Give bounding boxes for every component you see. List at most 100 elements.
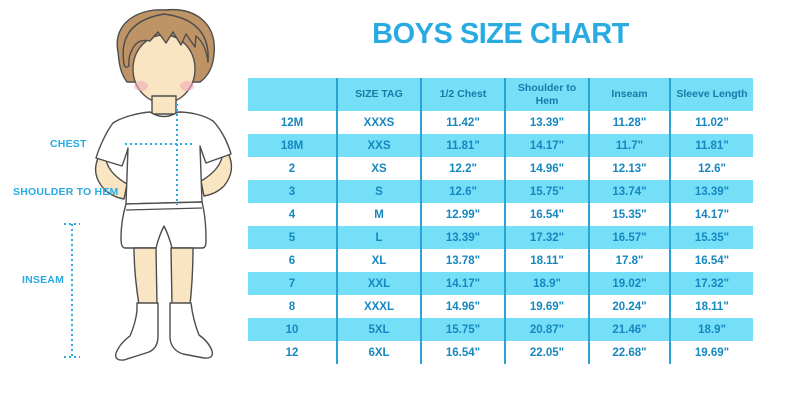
table-cell: 11.28" xyxy=(588,111,670,134)
header-cell-sleeve-length: Sleeve Length xyxy=(669,78,753,111)
hair-fringe xyxy=(122,13,209,68)
table-cell: 17.32" xyxy=(504,226,589,249)
table-cell: 17.8" xyxy=(588,249,670,272)
row-size-cell: 7 xyxy=(248,272,337,295)
table-row: 12 6XL 16.54" 22.05" 22.68" 19.69" xyxy=(248,341,753,364)
table-cell: 15.35" xyxy=(669,226,753,249)
header-cell-blank xyxy=(248,78,337,111)
table-cell: 15.35" xyxy=(588,203,670,226)
table-cell: 22.05" xyxy=(504,341,589,364)
row-size-cell: 8 xyxy=(288,300,296,313)
right-cheek xyxy=(180,81,194,91)
table-cell: 11.81" xyxy=(420,134,505,157)
table-row: 18M XXS 11.81" 14.17" 11.7" 11.81" xyxy=(248,134,753,157)
table-row: 6 XL 13.78" 18.11" 17.8" 16.54" xyxy=(248,249,753,272)
shorts-waist-seam xyxy=(125,207,203,211)
table-cell: 19.69" xyxy=(669,341,753,364)
table-cell: XXL xyxy=(336,272,421,295)
table-cell: 16.54" xyxy=(669,249,753,272)
row-size-cell: 4 xyxy=(288,208,296,221)
neck xyxy=(151,95,177,115)
header-cell-shoulder-to-hem: Shoulder to Hem xyxy=(504,78,589,111)
table-cell: 13.78" xyxy=(420,249,505,272)
table-cell: 22.68" xyxy=(588,341,670,364)
table-cell: M xyxy=(336,203,421,226)
table-cell: 16.57" xyxy=(588,226,670,249)
table-cell: 18.11" xyxy=(504,249,589,272)
right-sock xyxy=(169,302,214,359)
table-row: 10 5XL 15.75" 20.87" 21.46" 18.9" xyxy=(248,318,753,341)
row-size-cell: 6 xyxy=(288,254,296,267)
table-cell: 6XL xyxy=(336,341,421,364)
table-cell: 17.32" xyxy=(669,272,753,295)
row-size-cell: 12 xyxy=(285,346,299,359)
table-cell: S xyxy=(336,180,421,203)
table-row: 2 XS 12.2" 14.96" 12.13" 12.6" xyxy=(248,157,753,180)
table-row: 3 S 12.6" 15.75" 13.74" 13.39" xyxy=(248,180,753,203)
boy-figure xyxy=(64,8,233,361)
header-cell-half-chest: 1/2 Chest xyxy=(420,78,505,111)
table-cell: 14.17" xyxy=(669,203,753,226)
face xyxy=(132,34,196,104)
table-cell: XS xyxy=(336,157,421,180)
header-cell-size-tag: SIZE TAG xyxy=(336,78,421,111)
table-cell: 12.2" xyxy=(420,157,505,180)
table-cell: 15.75" xyxy=(420,318,505,341)
table-header-row: SIZE TAG 1/2 Chest Shoulder to Hem Insea… xyxy=(248,78,753,111)
table-row: 7 XXL 14.17" 18.9" 19.02" 17.32" xyxy=(248,272,753,295)
left-sock xyxy=(114,302,159,361)
table-cell: XXXS xyxy=(336,111,421,134)
row-size-cell: 2 xyxy=(288,162,296,175)
table-cell: 14.96" xyxy=(420,295,505,318)
table-cell: 12.6" xyxy=(420,180,505,203)
table-cell: 13.39" xyxy=(504,111,589,134)
right-leg xyxy=(170,247,194,306)
table-cell: 12.6" xyxy=(669,157,753,180)
row-size-cell: 12M xyxy=(280,116,304,129)
inseam-label: INSEAM xyxy=(22,274,65,286)
table-row: 5 L 13.39" 17.32" 16.57" 15.35" xyxy=(248,226,753,249)
header-cell-inseam: Inseam xyxy=(588,78,670,111)
right-arm xyxy=(200,152,233,197)
size-table-body: 12M XXXS 11.42" 13.39" 11.28" 11.02" 18M… xyxy=(248,111,753,364)
table-cell: 14.96" xyxy=(504,157,589,180)
table-row: 8 XXXL 14.96" 19.69" 20.24" 18.11" xyxy=(248,295,753,318)
table-cell: XL xyxy=(336,249,421,272)
table-cell: 19.69" xyxy=(504,295,589,318)
table-cell: 18.11" xyxy=(669,295,753,318)
table-cell: 20.87" xyxy=(504,318,589,341)
table-row: 12M XXXS 11.42" 13.39" 11.28" 11.02" xyxy=(248,111,753,134)
table-cell: 12.99" xyxy=(420,203,505,226)
table-cell: 5XL xyxy=(336,318,421,341)
left-arm xyxy=(94,155,128,200)
table-cell: 16.54" xyxy=(504,203,589,226)
table-cell: 21.46" xyxy=(588,318,670,341)
shoulder-to-hem-label: SHOULDER TO HEM xyxy=(13,186,119,198)
row-size-cell: 5 xyxy=(248,226,337,249)
table-cell: 16.54" xyxy=(420,341,505,364)
table-cell: 18.9" xyxy=(669,318,753,341)
table-cell: 14.17" xyxy=(504,134,589,157)
row-size-cell: 10 xyxy=(248,318,337,341)
shorts xyxy=(120,201,207,249)
table-cell: 12.13" xyxy=(588,157,670,180)
left-cheek xyxy=(134,81,148,91)
table-cell: 13.39" xyxy=(420,226,505,249)
table-cell: XXS xyxy=(336,134,421,157)
table-cell: 20.24" xyxy=(588,295,670,318)
table-cell: 14.17" xyxy=(420,272,505,295)
table-cell: 19.02" xyxy=(588,272,670,295)
page-title: BOYS SIZE CHART xyxy=(372,18,629,50)
table-cell: 13.39" xyxy=(669,180,753,203)
row-size-cell: 3 xyxy=(248,180,337,203)
table-cell: 11.81" xyxy=(669,134,753,157)
table-cell: 18.9" xyxy=(504,272,589,295)
table-cell: XXXL xyxy=(336,295,421,318)
table-cell: 15.75" xyxy=(504,180,589,203)
row-size-cell: 18M xyxy=(248,134,337,157)
table-row: 4 M 12.99" 16.54" 15.35" 14.17" xyxy=(248,203,753,226)
table-cell: 11.02" xyxy=(669,111,753,134)
table-cell: L xyxy=(336,226,421,249)
t-shirt xyxy=(95,111,232,205)
